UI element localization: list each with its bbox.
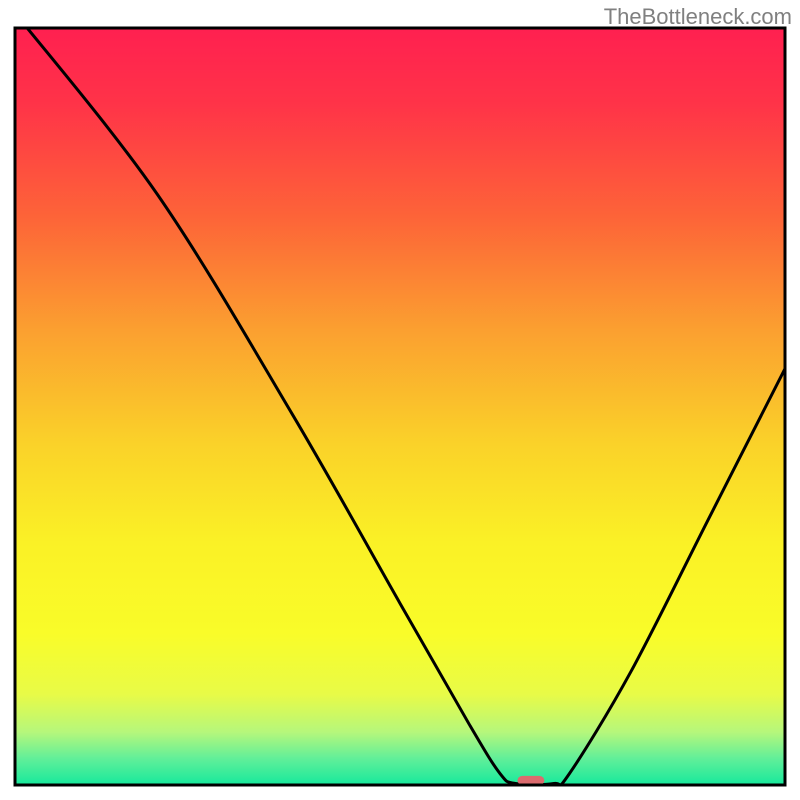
chart-background (15, 28, 785, 785)
chart-svg (0, 0, 800, 800)
bottleneck-chart: TheBottleneck.com (0, 0, 800, 800)
